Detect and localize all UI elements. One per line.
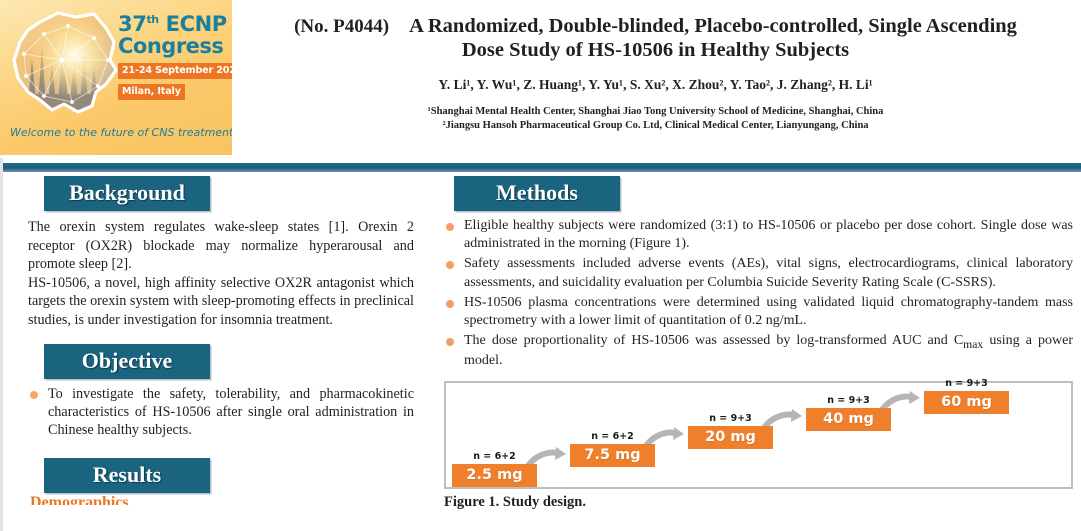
dose-step-4: n = 9+3 40 mg xyxy=(806,395,891,432)
section-heading-background: Background xyxy=(44,176,210,211)
author-list: Y. Li¹, Y. Wu¹, Z. Huang¹, Y. Yu¹, S. Xu… xyxy=(438,76,873,92)
logo-line-1: 37th ECNP xyxy=(118,12,227,36)
list-item: The dose proportionality of HS-10506 was… xyxy=(444,332,1073,370)
spacer-objective xyxy=(28,330,414,344)
objective-bullet-list: To investigate the safety, tolerability,… xyxy=(28,385,414,440)
poster-body: Background The orexin system regulates w… xyxy=(0,176,1081,531)
list-item: Eligible healthy subjects were randomize… xyxy=(444,217,1073,253)
section-heading-results: Results xyxy=(44,457,210,493)
methods-bullet-list: Eligible healthy subjects were randomize… xyxy=(444,217,1073,370)
bullet-dot-icon xyxy=(446,223,454,231)
methods-bullet-3-text: HS-10506 plasma concentrations were dete… xyxy=(464,294,1073,328)
methods-bullet-4-pre: The dose proportionality of HS-10506 was… xyxy=(464,333,964,349)
poster-title-line-1: (No. P4044) A Randomized, Double-blinded,… xyxy=(242,14,1069,38)
spacer-results xyxy=(28,442,414,458)
bullet-dot-icon xyxy=(30,390,38,399)
dose-step-4-n: n = 9+3 xyxy=(827,395,870,407)
brain-duomo-logo-icon xyxy=(6,8,124,120)
list-item: To investigate the safety, tolerability,… xyxy=(28,385,414,440)
figure-1-study-design: n = 6+2 2.5 mg n = 6+2 7.5 mg n = 9+3 20… xyxy=(444,378,1073,490)
dose-step-1-n: n = 6+2 xyxy=(473,451,516,463)
bullet-dot-icon xyxy=(446,299,454,308)
title-text-line-1: A Randomized, Double-blinded, Placebo-co… xyxy=(409,15,1017,37)
dose-step-3: n = 9+3 20 mg xyxy=(688,413,773,450)
dose-step-1: n = 6+2 2.5 mg xyxy=(452,451,537,488)
methods-bullet-4-subscript: max xyxy=(963,337,984,351)
dose-step-2-n: n = 6+2 xyxy=(591,431,634,443)
affiliation-1: ¹Shanghai Mental Health Center, Shanghai… xyxy=(427,105,884,117)
header-divider-bar xyxy=(0,163,1081,172)
methods-bullet-4-post: using a power model. xyxy=(464,333,1074,369)
dose-step-5: n = 9+3 60 mg xyxy=(924,378,1009,415)
poster-number: (No. P4044) xyxy=(294,16,390,37)
figure-1-caption: Figure 1. Study design. xyxy=(444,494,586,511)
logo-line-2: Congress xyxy=(118,34,224,59)
left-column: Background The orexin system regulates w… xyxy=(0,176,430,531)
dose-step-2-label: 7.5 mg xyxy=(570,443,655,468)
poster-title-line-2: Dose Study of HS-10506 in Healthy Subjec… xyxy=(461,39,850,62)
results-subheading-demographics: Demographics xyxy=(30,493,129,505)
section-heading-objective: Objective xyxy=(44,343,210,379)
ecnp-congress-logo-panel: 37th ECNP Congress 21-24 September 2024 … xyxy=(0,0,232,155)
logo-place-chip: Milan, Italy xyxy=(118,83,185,100)
bullet-dot-icon xyxy=(446,338,454,347)
section-heading-methods: Methods xyxy=(454,176,620,211)
logo-wordmark: 37th ECNP Congress 21-24 September 2024 … xyxy=(118,12,232,100)
dose-step-4-label: 40 mg xyxy=(806,407,891,432)
poster-header: 37th ECNP Congress 21-24 September 2024 … xyxy=(0,0,1081,160)
right-column: Methods Eligible healthy subjects were r… xyxy=(430,176,1081,531)
methods-bullet-2-text: Safety assessments included adverse even… xyxy=(464,256,1073,290)
title-block: (No. P4044) A Randomized, Double-blinded,… xyxy=(232,0,1081,133)
dose-step-3-n: n = 9+3 xyxy=(709,413,752,425)
affiliation-block: ¹Shanghai Mental Health Center, Shanghai… xyxy=(242,105,1069,133)
affiliation-2: ²Jiangsu Hansoh Pharmaceutical Group Co.… xyxy=(442,119,869,131)
list-item: HS-10506 plasma concentrations were dete… xyxy=(444,294,1073,330)
background-paragraph-1: The orexin system regulates wake-sleep s… xyxy=(28,219,414,273)
dose-step-5-label: 60 mg xyxy=(924,390,1009,415)
dose-step-1-label: 2.5 mg xyxy=(452,463,537,488)
objective-bullet-1-text: To investigate the safety, tolerability,… xyxy=(48,385,414,439)
dose-step-2: n = 6+2 7.5 mg xyxy=(570,431,655,468)
methods-bullet-4-text: The dose proportionality of HS-10506 was… xyxy=(464,333,1073,368)
bullet-dot-icon xyxy=(446,261,454,270)
dose-step-3-label: 20 mg xyxy=(688,425,773,450)
logo-tagline: Welcome to the future of CNS treatments xyxy=(10,126,232,139)
logo-date-chip: 21-24 September 2024 xyxy=(118,62,232,79)
left-edge-strip xyxy=(0,158,3,531)
dose-step-5-n: n = 9+3 xyxy=(945,378,988,390)
list-item: Safety assessments included adverse even… xyxy=(444,255,1073,291)
background-paragraph-2: HS-10506, a novel, high affinity selecti… xyxy=(28,274,414,328)
methods-bullet-1-text: Eligible healthy subjects were randomize… xyxy=(464,218,1073,252)
